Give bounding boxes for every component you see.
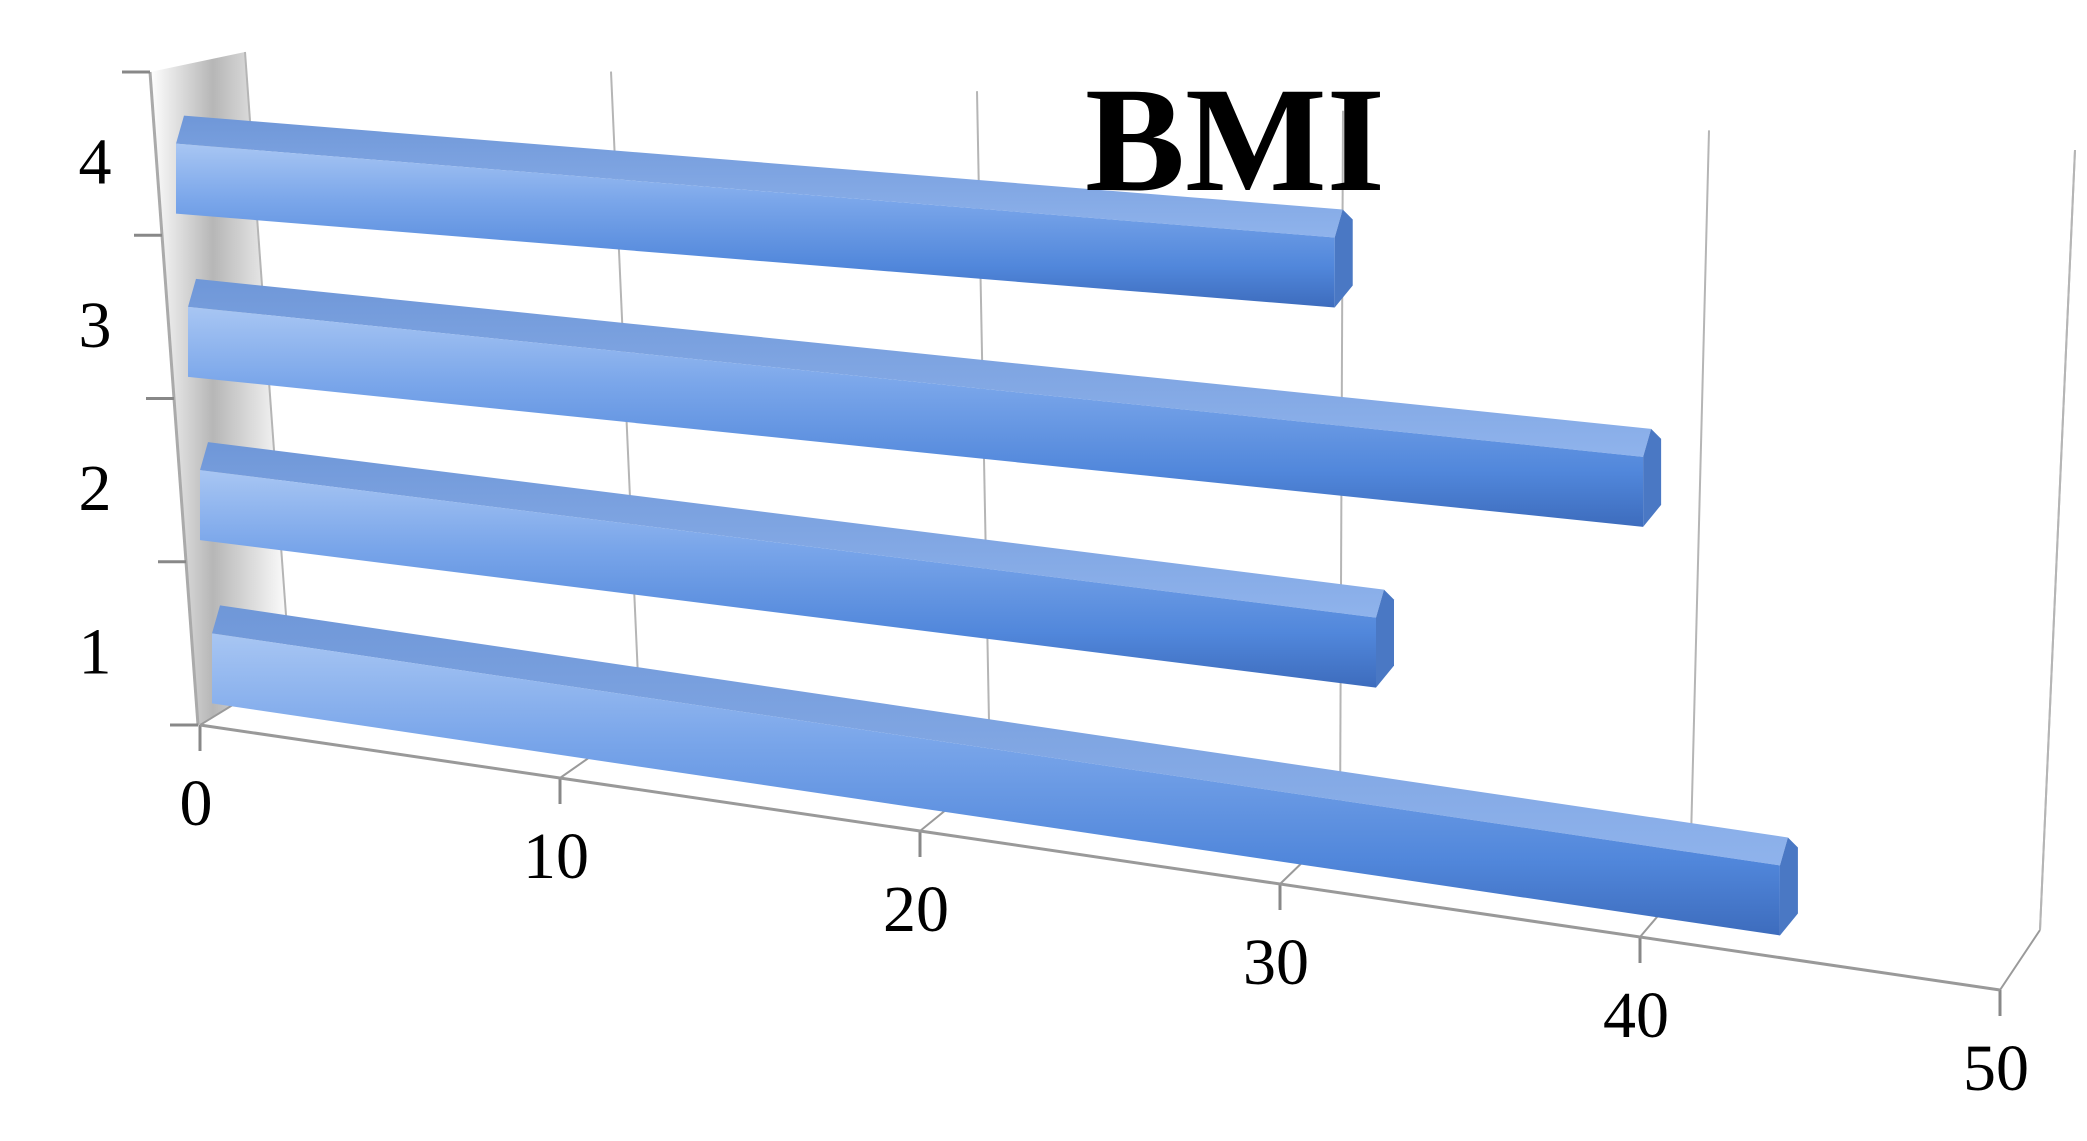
axis-labels: 0 10 20 30 40 50 1 2 3 4	[79, 126, 2030, 1105]
bar-top-face	[200, 442, 1384, 618]
bar-front-face	[212, 633, 1780, 936]
bar-end-cap	[1376, 589, 1394, 688]
y-tick-label: 3	[79, 289, 112, 362]
back-wall-right-edge	[2039, 149, 2076, 931]
bar-end-cap	[1334, 209, 1353, 308]
bar-top-face	[188, 278, 1652, 457]
y-tick-label: 1	[79, 615, 112, 688]
x-tick-label: 0	[180, 767, 213, 840]
chart-back-wall	[150, 52, 290, 725]
axes	[122, 70, 2002, 1016]
bar-top-face	[212, 605, 1788, 866]
bar-4	[176, 115, 1353, 308]
x-tick-label: 20	[883, 873, 949, 946]
bar-front-face	[188, 306, 1644, 527]
x-tick-label: 40	[1603, 979, 1669, 1052]
floor-line-50	[1999, 929, 2041, 991]
side-wall	[150, 52, 290, 725]
bar-end-cap	[1779, 837, 1798, 936]
grid-line-40	[1689, 130, 1710, 879]
bar-3	[188, 278, 1662, 527]
x-tick-label: 50	[1963, 1032, 2029, 1105]
bar-1	[212, 605, 1798, 936]
y-tick-label: 4	[79, 126, 112, 199]
bar-front-face	[200, 470, 1376, 688]
x-axis-line	[199, 723, 2001, 992]
y-tick-label: 2	[79, 452, 112, 525]
bar-top-face	[176, 115, 1343, 238]
bars	[176, 115, 1798, 936]
x-tick-label: 30	[1243, 926, 1309, 999]
chart-title: BMI	[1085, 57, 1385, 223]
x-tick-label: 10	[523, 820, 589, 893]
bar-end-cap	[1643, 428, 1662, 527]
bar-2	[200, 442, 1394, 688]
bar-front-face	[176, 143, 1335, 308]
